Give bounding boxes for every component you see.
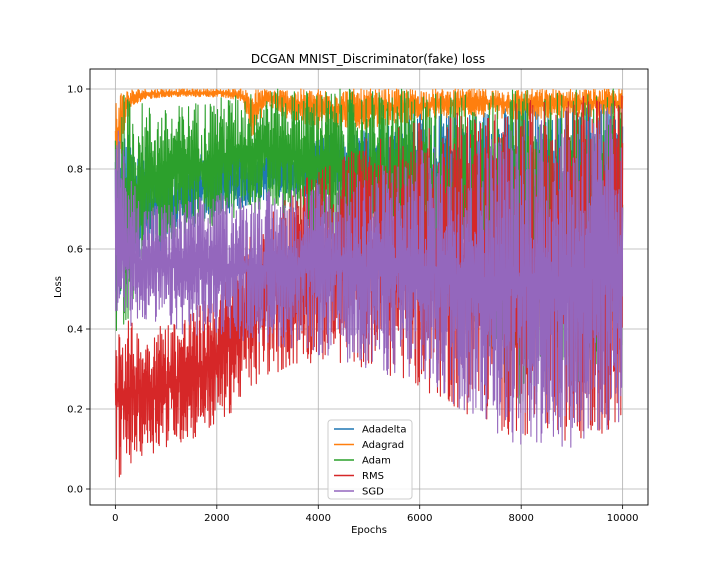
x-axis-label: Epochs	[351, 525, 387, 536]
chart-title: DCGAN MNIST_Discriminator(fake) loss	[251, 52, 485, 66]
y-tick-label: 0.4	[67, 325, 83, 336]
legend-label: Adadelta	[362, 425, 406, 436]
x-tick-label: 2000	[204, 513, 229, 524]
x-tick-label: 8000	[508, 513, 533, 524]
legend-label: SGD	[362, 487, 384, 498]
legend-label: Adagrad	[362, 440, 404, 451]
series-line-adagrad	[114, 88, 624, 182]
series-layer	[114, 88, 624, 478]
y-tick-label: 0.6	[67, 245, 83, 256]
x-tick-label: 0	[112, 513, 118, 524]
y-tick-label: 1.0	[67, 85, 83, 96]
x-tick-label: 4000	[306, 513, 331, 524]
legend-label: Adam	[362, 456, 391, 467]
y-axis-ticks: 0.0 0.2 0.4 0.6 0.8 1.0	[67, 85, 90, 496]
y-tick-label: 0.0	[67, 485, 83, 496]
x-tick-label: 6000	[407, 513, 432, 524]
y-axis-label: Loss	[53, 276, 64, 298]
plot-frame	[89, 68, 649, 506]
series-line-sgd	[114, 103, 624, 448]
legend: Adadelta Adagrad Adam RMS SGD	[327, 419, 413, 500]
y-tick-label: 0.8	[67, 165, 83, 176]
legend-label: RMS	[362, 471, 384, 482]
legend-box	[327, 419, 413, 500]
x-tick-label: 10000	[607, 513, 639, 524]
x-axis-ticks: 0 2000 4000 6000 8000 10000	[112, 505, 639, 524]
y-tick-label: 0.2	[67, 405, 83, 416]
